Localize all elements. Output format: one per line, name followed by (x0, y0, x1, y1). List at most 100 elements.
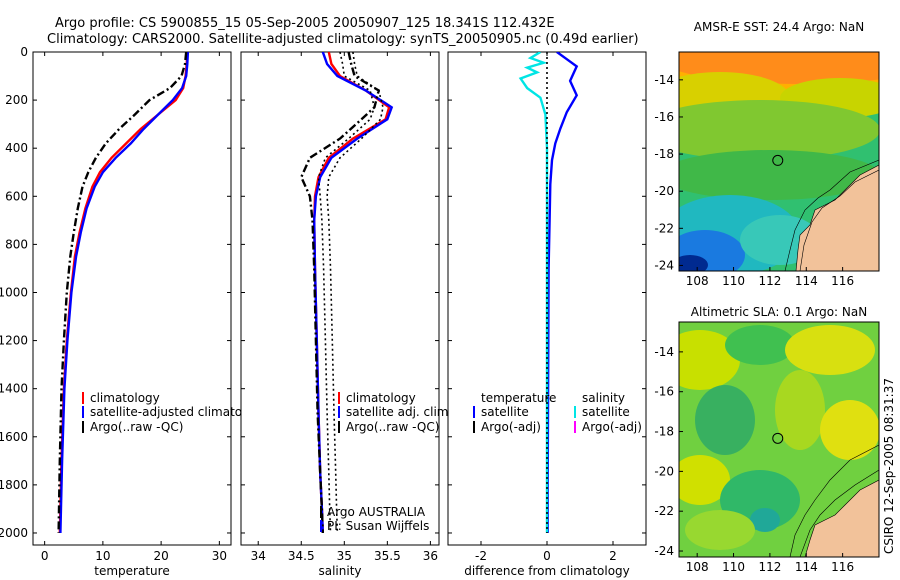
map-y-tick-label: -16 (654, 385, 674, 399)
map-x-tick-label: 116 (831, 560, 854, 574)
x-tick-label: 34 (251, 549, 266, 563)
map-x-tick-label: 112 (758, 274, 781, 288)
difference-legend: temperature satellite Argo(-adj) salinit… (473, 391, 642, 434)
legend-salinity-title: salinity (582, 391, 625, 405)
legend-temp-satellite-label: satellite (481, 405, 529, 419)
temperature-series (57, 52, 190, 534)
sla-map-panel: Altimetric SLA: 0.1 Argo: NaN 108 110 112 1… (654, 305, 880, 574)
y-tick-label: 1200 (0, 334, 28, 348)
map-y-tick-label: -20 (654, 184, 674, 198)
legend-satellite-label: satellite adj. clim. (346, 405, 452, 419)
annotation-pi: PI: Susan Wijffels (327, 519, 429, 533)
map-x-tick-label: 116 (831, 274, 854, 288)
figure-title-line2: Climatology: CARS2000. Satellite-adjuste… (47, 32, 639, 47)
temperature-xlabel: temperature (94, 564, 169, 578)
y-tick-label: 600 (5, 189, 28, 203)
map-y-tick-label: -20 (654, 464, 674, 478)
salinity-xlabel: salinity (318, 564, 361, 578)
sst-map-title: AMSR-E SST: 24.4 Argo: NaN (694, 20, 864, 34)
y-tick-label: 2000 (0, 526, 28, 540)
legend-sal-argo-label: Argo(-adj) (582, 420, 642, 434)
sst-map-frame (678, 51, 880, 272)
sst-map-panel: AMSR-E SST: 24.4 Argo: NaN 108 110 112 114 1… (654, 20, 880, 288)
csiro-timestamp: CSIRO 12-Sep-2005 08:31:37 (882, 378, 896, 554)
map-y-tick-label: -16 (654, 110, 674, 124)
map-x-tick-label: 114 (795, 560, 818, 574)
map-y-tick-label: -24 (654, 544, 674, 558)
bathymetry-contour (789, 444, 879, 557)
y-tick-label: 400 (5, 141, 28, 155)
y-tick-label: 1400 (0, 382, 28, 396)
series-line (59, 52, 190, 534)
temperature-ticks: 0 10 20 30 (33, 51, 231, 563)
bathymetry-contour (784, 159, 879, 271)
x-tick-label: 20 (153, 549, 168, 563)
x-tick-label: 2 (609, 549, 617, 563)
map-x-tick-label: 108 (686, 560, 709, 574)
series-line (326, 52, 384, 534)
map-x-tick-label: 114 (795, 274, 818, 288)
x-tick-label: 35 (337, 549, 352, 563)
figure-title-line1: Argo profile: CS 5900855_15 05-Sep-2005 … (55, 16, 555, 31)
y-tick-label: 1000 (0, 285, 28, 299)
map-y-tick-label: -22 (654, 504, 674, 518)
map-x-tick-label: 110 (722, 560, 745, 574)
x-tick-label: 36 (423, 549, 438, 563)
temperature-panel: 0 10 20 30 0 200 400 600 800 1000 1200 1400 1600 180… (0, 45, 260, 578)
annotation-program: Argo AUSTRALIA (327, 505, 426, 519)
sst-map-field (679, 52, 879, 271)
legend-sal-satellite-label: satellite (582, 405, 630, 419)
y-tick-label: 800 (5, 237, 28, 251)
map-y-tick-label: -18 (654, 147, 674, 161)
sst-map-ticks: 108 110 112 114 116 -14 -16 -18 -20 -22 -24 (654, 73, 854, 288)
legend-argo-label: Argo(..raw -QC) (90, 420, 183, 434)
x-tick-label: 30 (212, 549, 227, 563)
legend-temp-argo-label: Argo(-adj) (481, 420, 541, 434)
salinity-series (299, 52, 394, 534)
map-x-tick-label: 112 (758, 560, 781, 574)
map-y-tick-label: -14 (654, 73, 674, 87)
salinity-ticks: 34 34.5 35 35.5 36 (241, 51, 439, 563)
salinity-annotations: Argo AUSTRALIA PI: Susan Wijffels (320, 505, 429, 533)
salinity-panel: 34 34.5 35 35.5 36 salinity climatology sate… (240, 51, 452, 578)
map-y-tick-label: -18 (654, 425, 674, 439)
series-line (312, 52, 394, 534)
x-tick-label: 0 (543, 549, 551, 563)
temperature-legend: climatology satellite-adjusted climatolo… (82, 391, 260, 434)
y-tick-label: 0 (20, 45, 28, 59)
x-tick-label: -2 (475, 549, 487, 563)
difference-ticks: -2 0 2 (448, 51, 646, 563)
bathymetry-contour (799, 169, 879, 271)
salinity-axes-box (240, 51, 440, 546)
argo-position-marker (772, 154, 784, 166)
sla-map-ticks: 108 110 112 114 116 -14 -16 -18 -20 -22 -24 (654, 345, 854, 574)
map-x-tick-label: 110 (722, 274, 745, 288)
sla-map-field (679, 322, 879, 557)
y-tick-label: 1600 (0, 430, 28, 444)
legend-temperature-title: temperature (481, 391, 556, 405)
legend-climatology-label: climatology (90, 391, 160, 405)
legend-satellite-label: satellite-adjusted climatolog (90, 405, 260, 419)
bathymetry-contour (799, 469, 879, 557)
x-tick-label: 35.5 (374, 549, 401, 563)
land-mass (795, 164, 879, 271)
sla-map-frame (678, 321, 880, 558)
depth-tick-labels: 0 200 400 600 800 1000 1200 1400 1600 1800 2000 (0, 45, 28, 540)
map-y-tick-label: -14 (654, 345, 674, 359)
land-mass (804, 479, 879, 557)
series-line (57, 52, 188, 534)
map-y-tick-label: -22 (654, 221, 674, 235)
x-tick-label: 34.5 (288, 549, 315, 563)
x-tick-label: 0 (41, 549, 49, 563)
difference-panel: -2 0 2 difference from climatology tempera… (447, 51, 647, 578)
difference-xlabel: difference from climatology (464, 564, 630, 578)
map-y-tick-label: -24 (654, 258, 674, 272)
y-tick-label: 200 (5, 93, 28, 107)
sla-map-title: Altimetric SLA: 0.1 Argo: NaN (691, 305, 867, 319)
y-tick-label: 1800 (0, 478, 28, 492)
map-x-tick-label: 108 (686, 274, 709, 288)
difference-series (518, 52, 579, 533)
legend-climatology-label: climatology (346, 391, 416, 405)
salinity-legend: climatology satellite adj. clim. Argo(..… (338, 391, 452, 434)
